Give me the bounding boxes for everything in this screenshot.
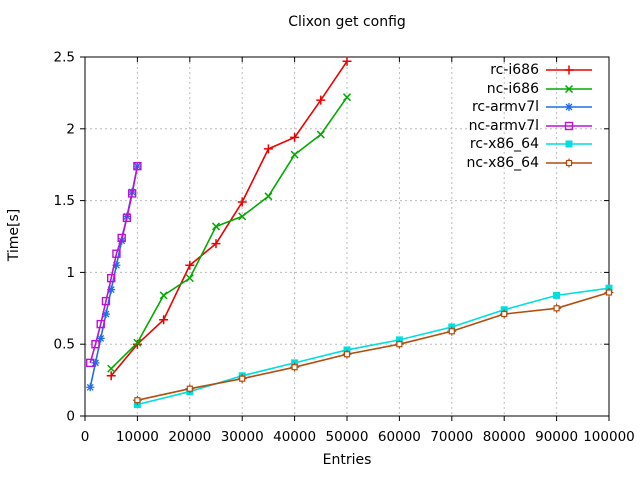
grid-lines (85, 57, 609, 416)
x-axis-title: Entries (322, 452, 372, 468)
legend-item-nc-x86_64: nc-x86_64 (466, 154, 592, 173)
y-tick-label: 0.5 (54, 337, 75, 353)
x-tick-label: 30000 (221, 429, 264, 445)
chart-title: Clixon get config (288, 14, 406, 30)
x-tick-label: 70000 (430, 429, 473, 445)
legend: rc-i686 nc-i686 rc-armv7l nc-armv7l rc-x86_6… (466, 61, 592, 172)
x-tick-label: 90000 (535, 429, 578, 445)
legend-line-sample (546, 65, 592, 75)
x-tick-label: 100000 (583, 429, 635, 445)
legend-line-sample (546, 103, 592, 112)
legend-item-rc-i686: rc-i686 (466, 61, 592, 80)
legend-item-rc-x86_64: rc-x86_64 (466, 135, 592, 154)
tick-labels: 0 10000 20000 30000 40000 50000 60000 70000 8000… (54, 50, 635, 446)
series-nc-armv7l (86, 161, 142, 368)
legend-label: rc-x86_64 (469, 136, 539, 153)
legend-line-sample (546, 84, 592, 93)
x-tick-label: 10000 (116, 429, 159, 445)
y-tick-label: 2.5 (54, 50, 75, 66)
legend-label: nc-i686 (486, 80, 539, 97)
y-tick-label: 0 (66, 409, 75, 425)
x-tick-label: 0 (81, 429, 90, 445)
y-tick-label: 2 (66, 121, 75, 137)
legend-label: rc-i686 (490, 62, 539, 79)
legend-line-sample (546, 121, 592, 130)
series-nc-x86_64 (132, 288, 614, 405)
y-tick-label: 1 (66, 265, 75, 281)
legend-label: rc-armv7l (471, 99, 539, 116)
legend-label: nc-armv7l (468, 117, 539, 134)
x-tick-label: 80000 (483, 429, 526, 445)
series-nc-i686 (107, 93, 352, 373)
legend-line-sample (546, 158, 592, 168)
x-tick-label: 60000 (378, 429, 421, 445)
series-rc-i686 (106, 56, 352, 381)
legend-item-nc-armv7l: nc-armv7l (466, 117, 592, 136)
legend-item-nc-i686: nc-i686 (466, 80, 592, 99)
x-tick-label: 40000 (273, 429, 316, 445)
y-tick-label: 1.5 (54, 193, 75, 209)
x-tick-label: 50000 (326, 429, 369, 445)
x-tick-label: 20000 (168, 429, 211, 445)
series-rc-x86_64 (133, 284, 613, 409)
legend-item-rc-armv7l: rc-armv7l (466, 98, 592, 117)
legend-label: nc-x86_64 (466, 154, 539, 171)
legend-line-sample (546, 140, 592, 148)
